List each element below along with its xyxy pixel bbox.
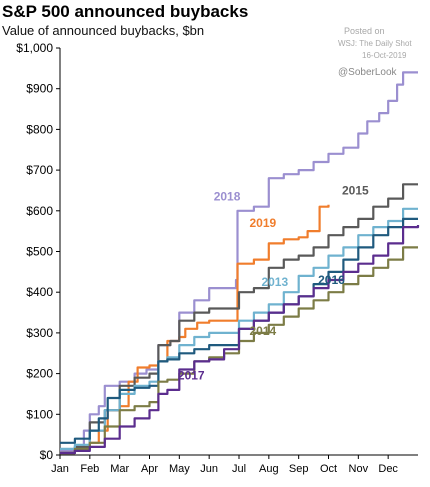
y-tick-label: $900 — [26, 82, 53, 96]
y-tick-label: $200 — [26, 367, 53, 381]
handle-watermark: @SoberLook — [338, 67, 397, 78]
x-tick-label: Feb — [80, 463, 99, 475]
y-tick-label: $400 — [26, 285, 53, 299]
series-line-2014 — [60, 246, 418, 455]
chart-subtitle: Value of announced buybacks, $bn — [2, 23, 205, 38]
x-tick-label: Aug — [259, 463, 279, 475]
y-tick-label: $500 — [26, 245, 53, 259]
y-tick-label: $0 — [40, 448, 54, 462]
series-label-2014: 2014 — [250, 324, 277, 338]
series-label-2013: 2013 — [261, 275, 288, 289]
x-tick-label: Oct — [320, 463, 337, 475]
series-label-2019: 2019 — [250, 216, 277, 230]
x-tick-label: Jun — [200, 463, 218, 475]
series-line-2018 — [60, 71, 418, 452]
series-label-2016: 2016 — [318, 273, 345, 287]
x-tick-label: Apr — [141, 463, 158, 475]
series-line-2017 — [60, 225, 420, 455]
y-tick-label: $600 — [26, 204, 53, 218]
x-tick-label: Dec — [378, 463, 398, 475]
y-tick-label: $700 — [26, 163, 53, 177]
x-tick-label: Sep — [289, 463, 309, 475]
posted-on-note: Posted on — [344, 26, 385, 36]
x-tick-label: Jan — [51, 463, 69, 475]
series-label-2018: 2018 — [214, 190, 241, 204]
y-tick-label: $100 — [26, 407, 53, 421]
series-line-2015 — [60, 183, 418, 455]
y-tick-label: $1,000 — [16, 41, 53, 55]
date-note: 16-Oct-2019 — [362, 51, 407, 60]
x-tick-label: Nov — [349, 463, 369, 475]
series-line-2019 — [60, 204, 330, 455]
x-tick-label: Jul — [232, 463, 246, 475]
x-tick-label: Mar — [110, 463, 129, 475]
chart-title: S&P 500 announced buybacks — [2, 2, 249, 21]
series-label-2015: 2015 — [342, 184, 369, 198]
series-label-2017: 2017 — [178, 369, 205, 383]
y-tick-label: $800 — [26, 122, 53, 136]
source-note: WSJ: The Daily Shot — [338, 39, 412, 48]
series-line-2016 — [60, 217, 418, 444]
y-tick-label: $300 — [26, 326, 53, 340]
x-tick-label: May — [169, 463, 190, 475]
